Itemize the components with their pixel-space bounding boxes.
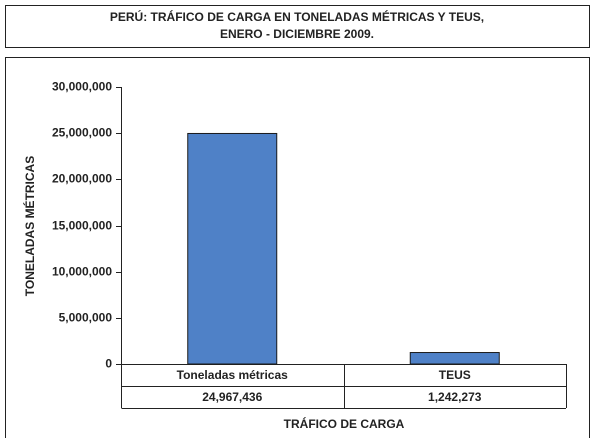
value-label: 24,967,436: [202, 390, 262, 404]
chart-title: ENERO - DICIEMBRE 2009.: [220, 27, 374, 41]
x-tick-label: TEUS: [439, 368, 471, 382]
y-tick-label: 30,000,000: [52, 80, 112, 94]
x-axis-label: TRÁFICO DE CARGA: [284, 416, 405, 431]
y-axis-label: TONELADAS MÉTRICAS: [22, 156, 37, 296]
title-box: [5, 5, 590, 48]
y-tick-label: 5,000,000: [59, 311, 113, 325]
y-tick-label: 20,000,000: [52, 172, 112, 186]
bar: [187, 132, 278, 365]
y-tick-label: 25,000,000: [52, 126, 112, 140]
chart-box: [5, 57, 590, 438]
bar: [409, 352, 500, 365]
y-tick-label: 0: [105, 357, 112, 371]
x-tick-label: Toneladas métricas: [177, 368, 288, 382]
y-tick-label: 10,000,000: [52, 265, 112, 279]
y-tick-label: 15,000,000: [52, 219, 112, 233]
chart-title: PERÚ: TRÁFICO DE CARGA EN TONELADAS MÉTR…: [110, 9, 484, 24]
value-label: 1,242,273: [428, 390, 482, 404]
